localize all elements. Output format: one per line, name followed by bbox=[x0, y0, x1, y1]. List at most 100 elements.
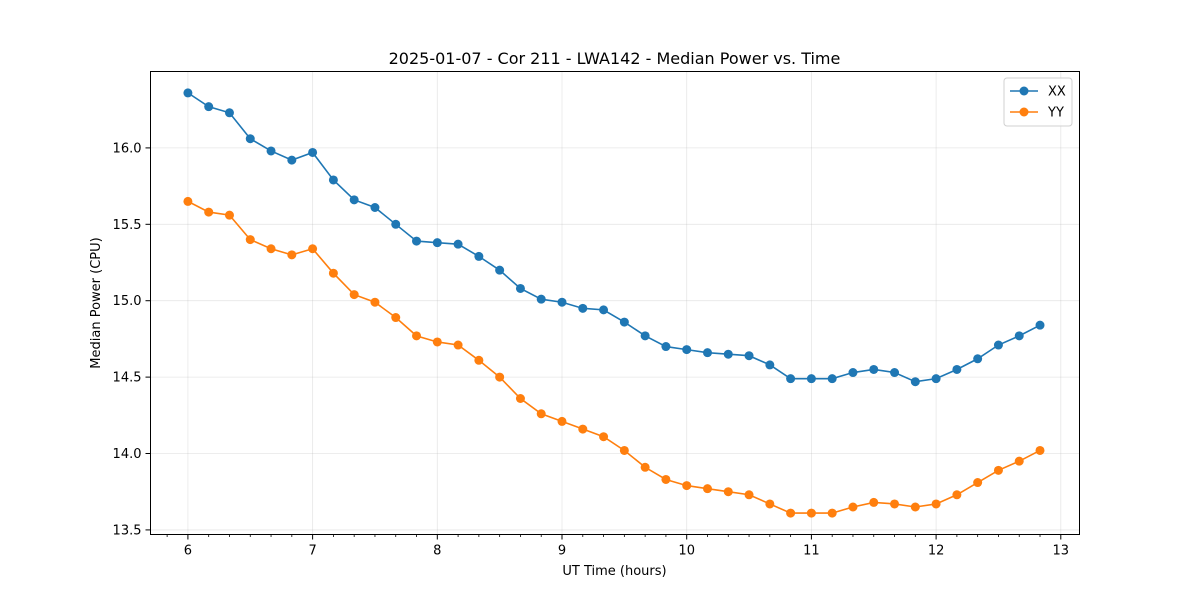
data-point-yy bbox=[183, 196, 193, 206]
data-point-xx bbox=[661, 342, 671, 352]
data-point-xx bbox=[474, 251, 484, 261]
chart-title: 2025-01-07 - Cor 211 - LWA142 - Median P… bbox=[389, 49, 841, 68]
data-point-xx bbox=[973, 354, 983, 364]
y-tick-label: 15.0 bbox=[113, 294, 142, 309]
data-point-yy bbox=[266, 244, 276, 254]
series-xx bbox=[183, 88, 1045, 387]
x-tick-label: 10 bbox=[678, 544, 695, 559]
data-point-xx bbox=[391, 219, 401, 229]
data-point-xx bbox=[682, 345, 692, 355]
x-tick-label: 12 bbox=[928, 544, 945, 559]
y-tick-label: 14.0 bbox=[113, 447, 142, 462]
legend: XX YY bbox=[1003, 77, 1073, 127]
y-axis-ticks: 13.5 14.0 14.5 15.0 15.5 16.0 bbox=[113, 141, 151, 538]
data-point-yy bbox=[702, 484, 712, 494]
data-point-xx bbox=[266, 146, 276, 156]
x-tick-label: 11 bbox=[803, 544, 820, 559]
data-point-yy bbox=[869, 497, 879, 507]
data-point-yy bbox=[993, 465, 1003, 475]
legend-entry-xx: XX bbox=[1010, 85, 1066, 100]
data-point-xx bbox=[370, 202, 380, 212]
data-point-xx bbox=[495, 265, 505, 275]
y-tick-label: 14.5 bbox=[113, 371, 142, 386]
data-point-xx bbox=[515, 283, 525, 293]
data-point-yy bbox=[619, 445, 629, 455]
data-point-xx bbox=[640, 331, 650, 341]
legend-marker-swatch bbox=[1019, 86, 1029, 96]
data-point-xx bbox=[869, 364, 879, 374]
legend-marker-swatch bbox=[1019, 107, 1029, 117]
data-point-yy bbox=[744, 490, 754, 500]
data-point-xx bbox=[224, 108, 234, 118]
data-point-xx bbox=[744, 351, 754, 361]
data-point-xx bbox=[890, 368, 900, 378]
data-point-xx bbox=[578, 303, 588, 313]
x-axis-label: UT Time (hours) bbox=[562, 564, 666, 579]
data-point-yy bbox=[640, 462, 650, 472]
data-point-xx bbox=[328, 175, 338, 185]
data-point-yy bbox=[453, 340, 463, 350]
x-tick-label: 6 bbox=[184, 544, 192, 559]
data-point-yy bbox=[578, 424, 588, 434]
data-point-yy bbox=[557, 416, 567, 426]
data-point-yy bbox=[474, 355, 484, 365]
data-point-yy bbox=[827, 508, 837, 518]
data-point-xx bbox=[432, 238, 442, 248]
data-point-yy bbox=[765, 499, 775, 509]
data-point-yy bbox=[515, 394, 525, 404]
data-point-xx bbox=[599, 305, 609, 315]
data-point-yy bbox=[536, 409, 546, 419]
plot-frame bbox=[150, 71, 1080, 535]
data-point-yy bbox=[308, 244, 318, 254]
data-point-yy bbox=[204, 207, 214, 217]
data-point-xx bbox=[952, 364, 962, 374]
legend-entry-yy: YY bbox=[1010, 106, 1064, 121]
x-tick-label: 8 bbox=[433, 544, 441, 559]
data-point-xx bbox=[765, 360, 775, 370]
data-point-xx bbox=[619, 317, 629, 327]
data-point-yy bbox=[224, 210, 234, 220]
data-point-xx bbox=[1035, 320, 1045, 330]
data-point-xx bbox=[723, 349, 733, 359]
data-point-yy bbox=[890, 499, 900, 509]
data-point-yy bbox=[786, 508, 796, 518]
data-point-xx bbox=[1014, 331, 1024, 341]
data-point-xx bbox=[827, 374, 837, 384]
data-point-yy bbox=[848, 502, 858, 512]
data-point-xx bbox=[453, 239, 463, 249]
y-tick-label: 15.5 bbox=[113, 218, 142, 233]
data-point-yy bbox=[412, 331, 422, 341]
x-tick-label: 13 bbox=[1053, 544, 1070, 559]
data-point-xx bbox=[806, 374, 816, 384]
data-point-xx bbox=[349, 195, 359, 205]
data-point-xx bbox=[183, 88, 193, 98]
y-tick-label: 16.0 bbox=[113, 141, 142, 156]
data-point-yy bbox=[432, 337, 442, 347]
data-point-yy bbox=[370, 297, 380, 307]
data-point-yy bbox=[349, 290, 359, 300]
data-point-yy bbox=[245, 235, 255, 245]
data-point-yy bbox=[495, 372, 505, 382]
data-series bbox=[183, 88, 1045, 518]
data-point-xx bbox=[412, 236, 422, 246]
data-point-yy bbox=[723, 487, 733, 497]
data-point-yy bbox=[973, 478, 983, 488]
legend-label: YY bbox=[1047, 106, 1064, 121]
data-point-xx bbox=[557, 297, 567, 307]
data-point-yy bbox=[661, 474, 671, 484]
data-point-xx bbox=[993, 340, 1003, 350]
data-point-xx bbox=[308, 147, 318, 157]
data-point-yy bbox=[287, 250, 297, 260]
data-point-xx bbox=[536, 294, 546, 304]
series-yy bbox=[183, 196, 1045, 518]
data-point-yy bbox=[599, 432, 609, 442]
legend-label: XX bbox=[1048, 85, 1066, 100]
grid-lines bbox=[150, 71, 1080, 535]
data-point-yy bbox=[952, 490, 962, 500]
data-point-xx bbox=[702, 348, 712, 358]
data-point-yy bbox=[1035, 445, 1045, 455]
data-point-xx bbox=[931, 374, 941, 384]
data-point-xx bbox=[287, 155, 297, 165]
